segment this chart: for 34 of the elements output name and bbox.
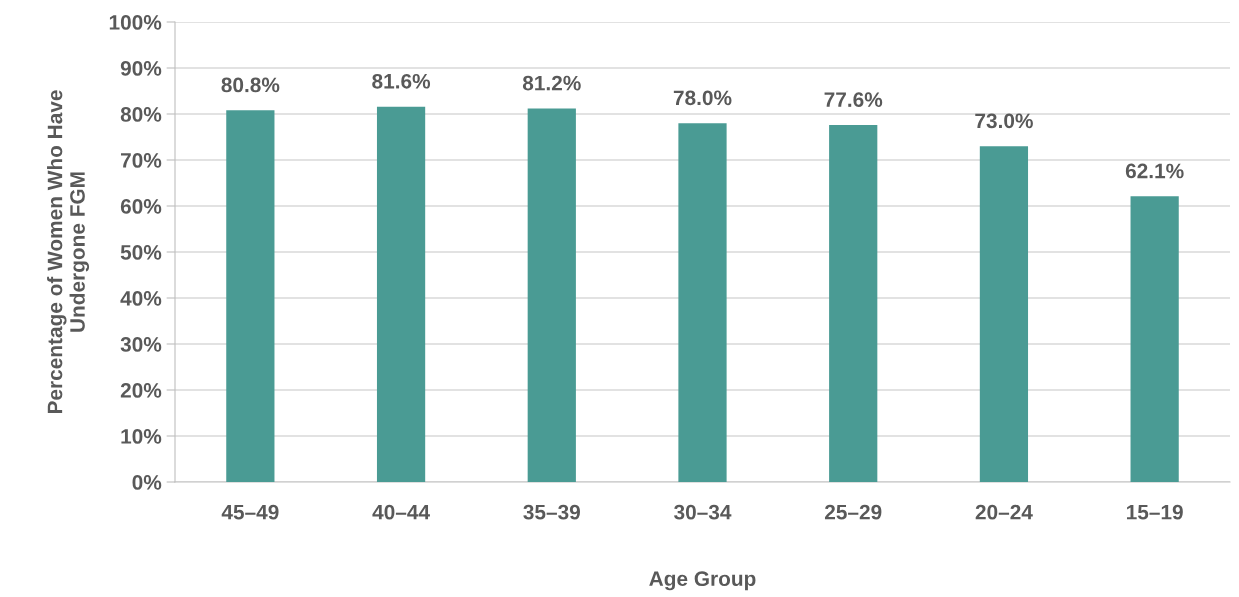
data-label: 80.8% (221, 77, 280, 93)
bar (376, 106, 426, 482)
data-label: 77.6% (824, 92, 883, 108)
y-tick-label: 50% (120, 245, 162, 260)
bar (979, 146, 1029, 482)
y-tick-label: 60% (120, 199, 162, 214)
x-tick-label: 40–44 (372, 504, 430, 520)
y-tick-label: 20% (120, 383, 162, 398)
y-tick-label: 30% (120, 337, 162, 352)
y-tick-label: 0% (132, 475, 162, 490)
data-label: 81.2% (522, 75, 581, 91)
data-label: 81.6% (372, 73, 431, 89)
bar (678, 123, 727, 482)
x-tick-label: 15–19 (1126, 504, 1183, 520)
bar (226, 110, 275, 482)
data-label: 73.0% (975, 113, 1033, 129)
data-label: 62.1% (1125, 163, 1184, 179)
x-tick-label: 35–39 (523, 504, 580, 520)
x-tick-label: 45–49 (221, 504, 279, 520)
x-tick-label: 20–24 (975, 504, 1033, 520)
y-tick-label: 10% (121, 429, 162, 444)
y-tick-label: 70% (121, 153, 162, 168)
y-axis-title: Percentage of Women Who Have Undergone FGM (47, 90, 90, 414)
x-tick-label: 30–34 (674, 504, 732, 520)
bar (829, 125, 878, 482)
bar (1130, 196, 1179, 482)
data-label: 78.0% (673, 90, 732, 106)
y-tick-label: 100% (109, 15, 162, 30)
x-axis-title: Age Group (649, 571, 756, 591)
x-tick-label: 25–29 (824, 504, 882, 520)
bar (527, 108, 576, 482)
y-tick-label: 40% (120, 291, 162, 306)
y-tick-label: 80% (120, 107, 162, 122)
y-tick-label: 90% (120, 61, 162, 76)
